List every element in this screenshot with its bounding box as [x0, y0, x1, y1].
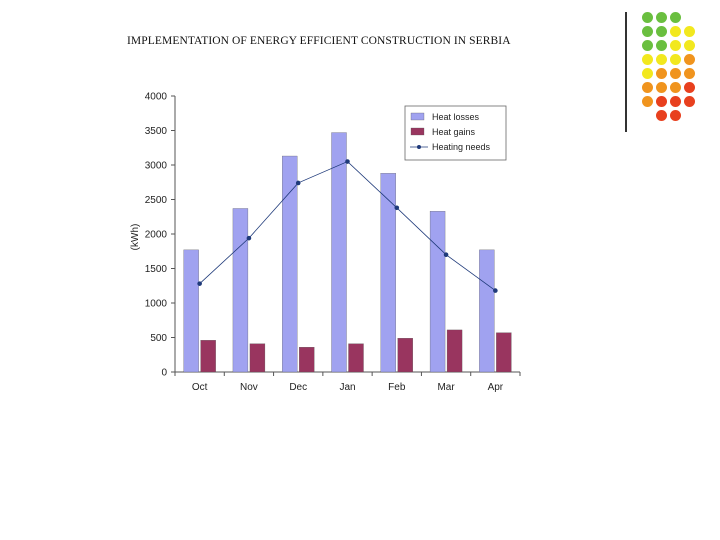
y-tick-label: 1500: [145, 264, 168, 275]
decorative-dot: [642, 12, 653, 23]
bar-heat-gains: [249, 343, 266, 373]
y-tick-label: 3500: [145, 126, 168, 137]
decorative-dot: [656, 68, 667, 79]
bar-heat-losses: [380, 173, 396, 373]
legend: Heat losses Heat gains Heating needs: [404, 105, 507, 161]
heating-needs-point: [197, 281, 202, 286]
decorative-dot: [670, 68, 681, 79]
y-axis-label: (kWh): [130, 224, 141, 251]
heating-needs-point: [394, 205, 400, 211]
bar-heat-gains: [299, 347, 315, 373]
decorative-dot: [656, 82, 667, 93]
y-tick-label: 2000: [145, 230, 168, 241]
decorative-dot: [670, 96, 681, 107]
y-tick-label: 3000: [145, 161, 168, 172]
bar-heat-losses: [429, 211, 446, 373]
x-ticks: Oct Nov Dec Jan Feb Mar Apr: [174, 372, 521, 393]
bar-heat-gains: [446, 329, 463, 373]
x-tick-label: Apr: [488, 382, 504, 393]
decorative-dot: [656, 40, 667, 51]
decorative-dot: [670, 26, 681, 37]
decorative-dot: [670, 82, 681, 93]
decorative-dot: [684, 82, 695, 93]
decorative-dot: [656, 54, 667, 65]
bar-heat-gains: [496, 332, 512, 373]
decorative-dot: [684, 96, 695, 107]
heating-needs-point: [443, 252, 449, 257]
heating-needs-point: [345, 159, 350, 164]
y-tick-label: 0: [161, 368, 167, 379]
decorative-dot: [684, 26, 695, 37]
decorative-dot: [656, 26, 667, 37]
decorative-dot: [642, 54, 653, 65]
legend-swatch: [410, 112, 425, 121]
decorative-dot: [684, 68, 695, 79]
legend-swatch: [410, 127, 425, 136]
bar-heat-losses: [282, 155, 298, 373]
bar-heat-gains: [348, 343, 364, 373]
y-ticks: 0 500 1000 1500 2000 2500 3000 3500 4000: [145, 92, 175, 379]
y-tick-label: 1000: [145, 299, 168, 310]
decorative-dot: [670, 40, 681, 51]
legend-label: Heat gains: [432, 127, 476, 137]
bar-heat-losses: [183, 249, 199, 373]
decorative-dot: [656, 110, 667, 121]
decorative-dot: [656, 96, 667, 107]
bar-heat-losses: [232, 208, 249, 373]
y-tick-label: 500: [150, 333, 167, 344]
bar-heat-losses: [479, 249, 495, 373]
x-tick-label: Nov: [240, 382, 258, 393]
y-tick-label: 2500: [145, 195, 168, 206]
y-tick-label: 4000: [145, 92, 168, 103]
decorative-dot: [642, 96, 653, 107]
bars: [183, 132, 512, 373]
x-tick-label: Dec: [289, 382, 307, 393]
legend-swatch-marker: [417, 145, 421, 149]
decorative-dot: [642, 40, 653, 51]
heating-needs-point: [246, 235, 252, 241]
decorative-dot: [642, 26, 653, 37]
heating-needs-point: [493, 288, 498, 293]
decorative-dot: [684, 54, 695, 65]
bar-heat-gains: [200, 340, 216, 373]
decorative-dot: [642, 68, 653, 79]
decorative-dot: [656, 12, 667, 23]
line-series: [197, 159, 498, 293]
x-tick-label: Jan: [339, 382, 355, 393]
heating-needs-point: [295, 180, 301, 186]
legend-label: Heat losses: [432, 112, 480, 122]
x-tick-label: Feb: [388, 382, 406, 393]
legend-label: Heating needs: [432, 142, 491, 152]
decorative-dot: [670, 110, 681, 121]
x-tick-label: Mar: [437, 382, 455, 393]
decorative-dot: [642, 82, 653, 93]
slide-title: IMPLEMENTATION OF ENERGY EFFICIENT CONST…: [127, 35, 511, 47]
x-tick-label: Oct: [192, 382, 208, 393]
decorative-dot: [670, 12, 681, 23]
bar-heat-gains: [397, 338, 413, 373]
bar-heat-losses: [331, 132, 347, 373]
divider-line: [625, 12, 627, 132]
decorative-dot: [670, 54, 681, 65]
decorative-dot: [684, 40, 695, 51]
